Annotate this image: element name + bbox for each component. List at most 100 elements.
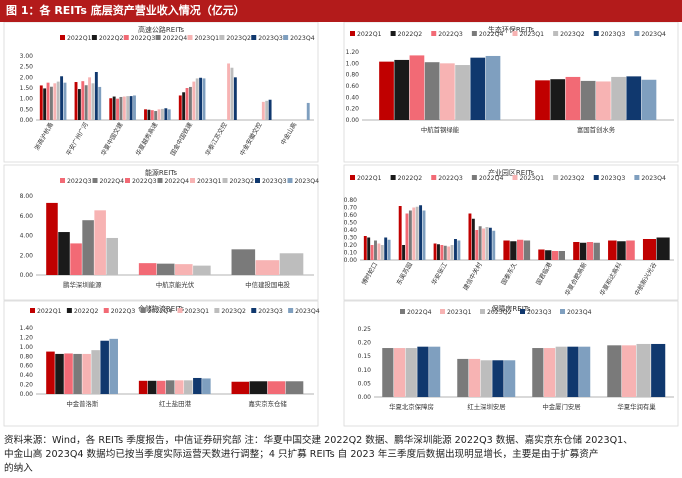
bar	[450, 245, 454, 260]
bar	[175, 264, 193, 275]
x-tick-label: 平安广州广河	[64, 121, 89, 157]
bar	[626, 240, 635, 260]
bar	[468, 213, 472, 260]
legend-swatch	[390, 31, 396, 36]
bar	[380, 245, 384, 260]
bar	[573, 242, 580, 260]
y-tick-label: 1.40	[20, 325, 34, 332]
x-tick-label: 东吴苏园	[395, 261, 414, 286]
bar	[156, 263, 175, 275]
bar	[417, 346, 429, 397]
legend-label: 2022Q2	[74, 308, 99, 315]
bar	[551, 251, 559, 260]
legend-swatch	[255, 178, 260, 183]
legend-swatch	[634, 175, 640, 180]
y-tick-label: 0.40	[346, 94, 360, 101]
legend-label: 2022Q3	[132, 178, 157, 185]
bar	[457, 240, 461, 260]
bar	[611, 76, 626, 120]
chart-title: 产业园区REITs	[488, 168, 534, 177]
bar	[112, 96, 116, 120]
y-tick-label: 4.00	[20, 233, 34, 240]
x-tick-label: 中航京能光伏	[156, 280, 195, 289]
footnote-line-1: 资料来源：Wind，各 REITs 季度报告，中信证券研究部 注：华夏中国交建 …	[4, 435, 633, 446]
legend-label: 2022Q3	[131, 35, 156, 42]
bar	[384, 237, 388, 260]
bar	[374, 240, 377, 260]
bar	[424, 62, 440, 120]
x-tick-label: 华夏和达高科	[598, 261, 623, 297]
x-tick-label: 华夏合肥高新	[563, 261, 588, 297]
legend-label: 2022Q2	[398, 31, 423, 38]
y-tick-label: 1.00	[20, 344, 34, 351]
bar	[138, 263, 157, 275]
legend-swatch	[91, 35, 97, 40]
bar	[409, 55, 425, 120]
bar	[267, 381, 286, 394]
bar	[74, 82, 78, 120]
bar	[538, 249, 545, 260]
bar	[157, 109, 161, 120]
bar	[419, 205, 423, 260]
bar	[58, 232, 70, 275]
legend-swatch	[251, 35, 257, 40]
legend-label: 2022Q4	[165, 178, 190, 185]
bar	[510, 241, 517, 260]
bar	[202, 378, 211, 394]
y-tick-label: 0.20	[20, 382, 34, 389]
legend-label: 2023Q2	[226, 35, 251, 42]
bar	[478, 226, 482, 260]
bar	[185, 88, 189, 120]
x-tick-label: 中金山高	[279, 121, 298, 146]
bar	[492, 230, 496, 260]
bar	[165, 380, 175, 394]
bar	[182, 92, 186, 120]
bar	[188, 86, 192, 120]
legend-label: 2022Q4	[479, 31, 504, 38]
legend-label: 2022Q3	[438, 175, 463, 182]
bar	[202, 78, 206, 120]
legend-label: 2023Q2	[487, 309, 512, 316]
legend-swatch	[92, 178, 98, 183]
bar	[580, 80, 596, 120]
chart-panel-6: 保障房REITs 2022Q4 2023Q1 2023Q2 2023Q3 2023Q4 0.…	[343, 300, 679, 427]
y-tick-label: 0.40	[20, 372, 34, 379]
bar	[440, 245, 444, 260]
bar	[55, 353, 64, 394]
legend-swatch	[400, 309, 405, 314]
x-tick-label: 华夏华润有巢	[617, 402, 656, 411]
legend-swatch	[103, 308, 109, 313]
bar	[81, 81, 85, 120]
bar	[550, 79, 566, 120]
bar	[94, 210, 106, 275]
bar	[43, 88, 47, 120]
legend-label: 2023Q4	[295, 308, 320, 315]
y-tick-label: 0.20	[358, 340, 372, 347]
chart-panel-4: 产业园区REITs 2022Q1 2022Q2 2022Q3 2022Q4 2023Q1 2…	[343, 164, 679, 301]
bar	[91, 83, 95, 120]
bar	[656, 237, 670, 260]
x-tick-label: 鹏华深圳能源	[63, 280, 102, 289]
y-tick-label: 0.05	[358, 380, 372, 387]
bar	[156, 380, 166, 394]
bar	[579, 346, 591, 397]
legend-label: 2023Q1	[447, 309, 472, 316]
y-tick-label: 0.50	[20, 106, 34, 113]
bar	[53, 83, 57, 120]
legend-label: 2022Q1	[357, 31, 382, 38]
x-tick-label: 华夏北京保障房	[389, 402, 434, 411]
legend-label: 2023Q2	[560, 31, 585, 38]
x-tick-label: 华夏中国交建	[99, 121, 124, 157]
legend-swatch	[553, 175, 559, 180]
legend-swatch	[190, 178, 195, 183]
y-tick-label: 2.50	[20, 64, 34, 71]
legend-label: 2022Q4	[163, 35, 188, 42]
y-tick-label: 0.20	[344, 242, 358, 249]
bar	[77, 89, 81, 120]
x-tick-label: 中金普洛斯	[66, 399, 99, 408]
chart-title: 保障房REITs	[491, 304, 530, 313]
legend-swatch	[431, 175, 437, 180]
legend-label: 2022Q2	[99, 35, 124, 42]
chart-title: 高速公路REITs	[138, 25, 184, 34]
y-tick-label: 2.00	[20, 252, 34, 259]
